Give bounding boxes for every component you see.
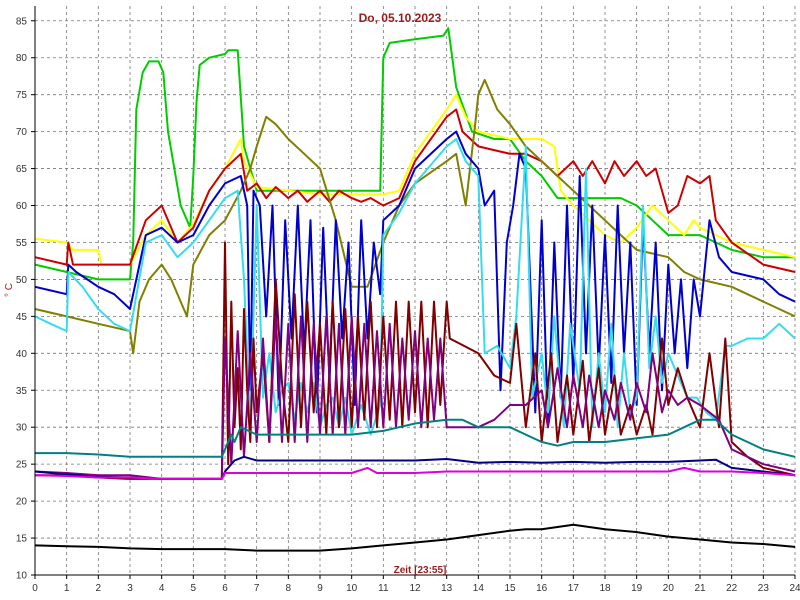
x-axis-label: Zeit [23:55]	[394, 565, 447, 576]
x-tick-label: 16	[536, 583, 548, 594]
y-tick-label: 50	[16, 275, 28, 286]
y-tick-label: 15	[16, 534, 28, 545]
y-tick-label: 85	[16, 16, 28, 27]
series-line-12	[34, 523, 796, 552]
x-tick-label: 13	[441, 583, 453, 594]
x-tick-label: 1	[64, 583, 70, 594]
series-line-7	[35, 241, 796, 480]
x-tick-label: 22	[726, 583, 738, 594]
chart-title: Do, 05.10.2023	[359, 11, 442, 25]
series-line-8	[34, 315, 796, 480]
x-tick-label: 17	[568, 583, 580, 594]
y-axis-ticks: 10 15 20 25 30 35 40 45 50 55 60 65 70 75 80 85	[16, 16, 35, 582]
x-tick-label: 8	[286, 583, 292, 594]
x-tick-label: 11	[378, 583, 389, 594]
x-tick-label: 7	[254, 583, 260, 594]
y-tick-label: 35	[16, 386, 28, 397]
x-tick-label: 18	[599, 583, 611, 594]
x-tick-label: 21	[694, 583, 706, 594]
y-tick-label: 80	[16, 53, 28, 64]
x-tick-label: 19	[631, 583, 643, 594]
y-tick-label: 75	[16, 90, 28, 101]
series-layer	[34, 27, 796, 552]
y-tick-label: 70	[16, 127, 28, 138]
x-tick-label: 14	[473, 583, 485, 594]
x-tick-label: 15	[504, 583, 516, 594]
x-tick-label: 10	[346, 583, 358, 594]
x-tick-label: 12	[409, 583, 421, 594]
x-tick-label: 5	[191, 583, 197, 594]
y-tick-label: 40	[16, 349, 28, 360]
grid	[34, 6, 796, 576]
y-tick-label: 55	[16, 238, 28, 249]
series-line-3	[34, 108, 796, 273]
x-tick-label: 23	[758, 583, 770, 594]
y-tick-label: 30	[16, 423, 28, 434]
y-tick-label: 20	[16, 497, 28, 508]
series-line-4	[34, 78, 796, 355]
y-tick-label: 25	[16, 460, 28, 471]
x-axis-ticks: 0 1 2 3 4 5 6 7 8 9 10 11 12 13 14 15 16 17 18 19 20 21 22 23 24	[32, 575, 800, 594]
x-tick-label: 2	[96, 583, 102, 594]
y-tick-label: 10	[16, 571, 28, 582]
x-tick-label: 9	[317, 583, 323, 594]
x-tick-label: 4	[159, 583, 165, 594]
series-line-1	[34, 27, 795, 281]
x-tick-label: 0	[32, 583, 38, 594]
x-tick-label: 3	[127, 583, 133, 594]
series-line-2	[34, 93, 796, 266]
series-line-11	[34, 466, 796, 480]
y-tick-label: 45	[16, 312, 28, 323]
y-tick-label: 65	[16, 164, 28, 175]
y-tick-label: 60	[16, 201, 28, 212]
series-line-9	[35, 418, 796, 458]
y-axis-label: ° C	[4, 283, 15, 297]
x-tick-label: 20	[663, 583, 675, 594]
series-line-6	[34, 138, 796, 436]
x-tick-label: 6	[222, 583, 228, 594]
x-tick-label: 24	[789, 583, 800, 594]
